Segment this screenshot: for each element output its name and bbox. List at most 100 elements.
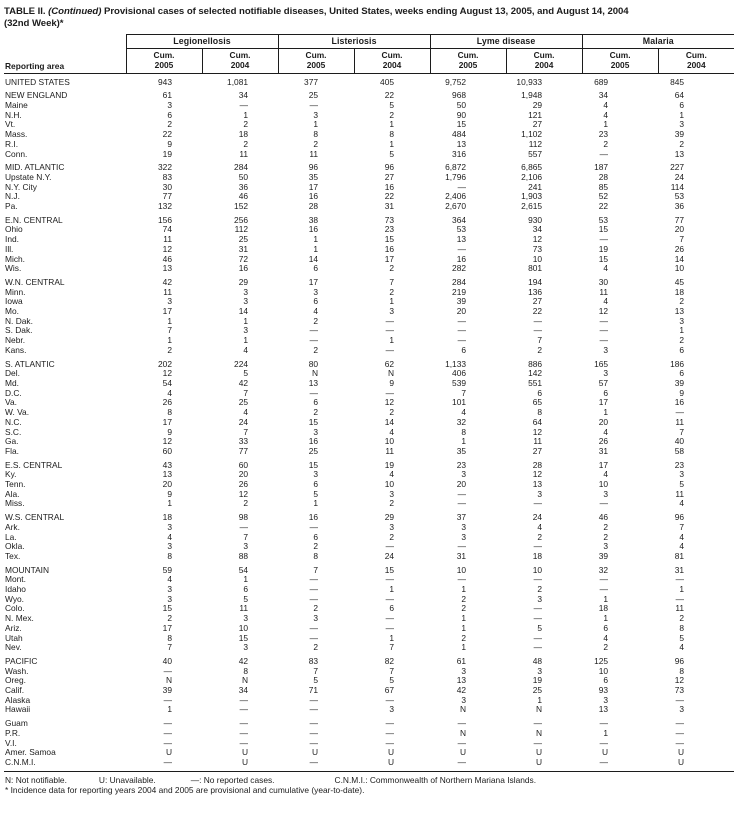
table-row: Iowa 3 3 6 1 39 27 4 2 [4,297,734,307]
value-cell: 3 [167,541,172,552]
value-cell: 98 [238,512,249,523]
value-cell: — [385,694,395,705]
value-cell: 3 [461,694,467,705]
table-row: R.I. 9 2 2 1 13 112 2 2 [4,139,734,150]
area-cell: P.R. [5,727,21,738]
value-cell: — [599,498,609,509]
value-cell: 28 [598,171,609,182]
value-cell: 3 [167,584,172,595]
table-title: TABLE II. (Continued) Provisional cases … [4,6,734,29]
value-cell: 7 [389,665,395,676]
value-cell: N [535,727,543,738]
value-cell: — [457,498,467,509]
value-cell: 3 [461,521,467,532]
table-row: Ill. 12 31 1 16 — 73 19 26 [4,243,734,255]
value-cell: — [599,315,609,326]
value-cell: 7 [537,335,543,346]
value-cell: — [309,727,319,738]
value-cell: 2 [389,109,395,120]
table-row: W.S. CENTRAL 18 98 16 29 37 24 46 96 [4,509,734,523]
value-cell: 8 [313,129,319,140]
value-cell: 3 [167,521,172,532]
area-cell: C.N.M.I. [5,757,36,767]
value-cell: 3 [461,665,467,676]
value-cell: 53 [456,224,467,235]
value-cell: 6,872 [445,162,467,173]
value-cell: 4 [167,531,172,542]
value-cell: 930 [528,214,543,225]
value-cell: 322 [158,162,172,173]
value-cell: 4 [603,109,609,120]
value-cell: 1 [679,109,685,120]
value-cell: 156 [158,214,172,225]
value-cell: 15 [456,119,467,130]
value-cell: 8 [389,129,395,140]
value-cell: 3 [603,488,609,499]
value-cell: — [309,718,319,729]
table-row: Conn. 19 11 11 5 316 557 — 13 [4,149,734,160]
value-cell: 9 [679,387,685,398]
value-cell: 886 [528,358,543,369]
value-cell: 10 [598,479,609,490]
area-cell: Upstate N.Y. [5,171,52,182]
area-cell: E.N. CENTRAL [5,214,63,225]
value-cell: — [385,387,395,398]
table-row: Ky. 13 20 3 4 3 12 4 3 [4,470,734,480]
value-cell: — [239,694,249,705]
value-cell: 1 [243,574,249,585]
area-cell: S. Dak. [5,325,33,336]
value-cell: 20 [598,416,609,427]
value-cell: 25 [308,445,319,456]
value-cell: 11 [675,416,685,427]
table-row: MID. ATLANTIC 322 284 96 96 6,872 6,865 187 227 [4,159,734,173]
value-cell: 12 [238,488,249,499]
value-cell: 17 [308,181,319,192]
value-cell: — [533,603,543,614]
value-cell: 10,933 [516,76,543,87]
value-cell: 64 [674,90,685,101]
value-cell: 7 [679,234,685,245]
value-cell: N [165,675,172,686]
value-cell: — [309,584,319,595]
value-cell: 284 [452,276,467,287]
area-cell: Ill. [5,243,14,254]
value-cell: 24 [384,550,395,561]
value-cell: 8 [167,550,172,561]
value-cell: 42 [456,685,467,696]
value-cell: 19 [384,459,395,470]
value-cell: 9 [167,488,172,499]
value-cell: 6 [313,296,319,307]
value-cell: 1 [461,642,467,653]
area-cell: N. Dak. [5,315,33,326]
value-cell: 11 [675,488,685,499]
value-cell: — [239,521,249,532]
value-cell: U [535,757,543,767]
value-cell: 12 [532,426,543,437]
value-cell: 4 [243,344,249,355]
value-cell: 7 [313,665,319,676]
table-row: P.R. — — — — N N 1 — [4,727,734,739]
area-cell: MID. ATLANTIC [5,162,65,173]
value-cell: 9,752 [445,76,467,87]
table-label: TABLE II. [4,6,46,17]
value-cell: 3 [537,665,543,676]
value-cell: 4 [603,469,609,480]
value-cell: 42 [238,655,249,666]
value-cell: 14 [308,253,319,264]
value-cell: 7 [243,531,249,542]
value-cell: — [675,574,685,585]
value-cell: 9 [167,426,172,437]
value-cell: 3 [243,642,249,653]
value-cell: 25 [308,90,319,101]
value-cell: 1 [313,498,319,509]
value-cell: N [387,368,395,379]
area-cell: Mich. [5,253,26,264]
value-cell: — [239,718,249,729]
area-cell: La. [5,531,17,542]
value-cell: 3 [389,704,395,715]
value-cell: — [385,315,395,326]
value-cell: 4 [243,407,249,418]
value-cell: U [601,747,609,758]
value-cell: 6 [389,603,395,614]
table-row: Amer. Samoa U U U U U U U U [4,748,734,758]
